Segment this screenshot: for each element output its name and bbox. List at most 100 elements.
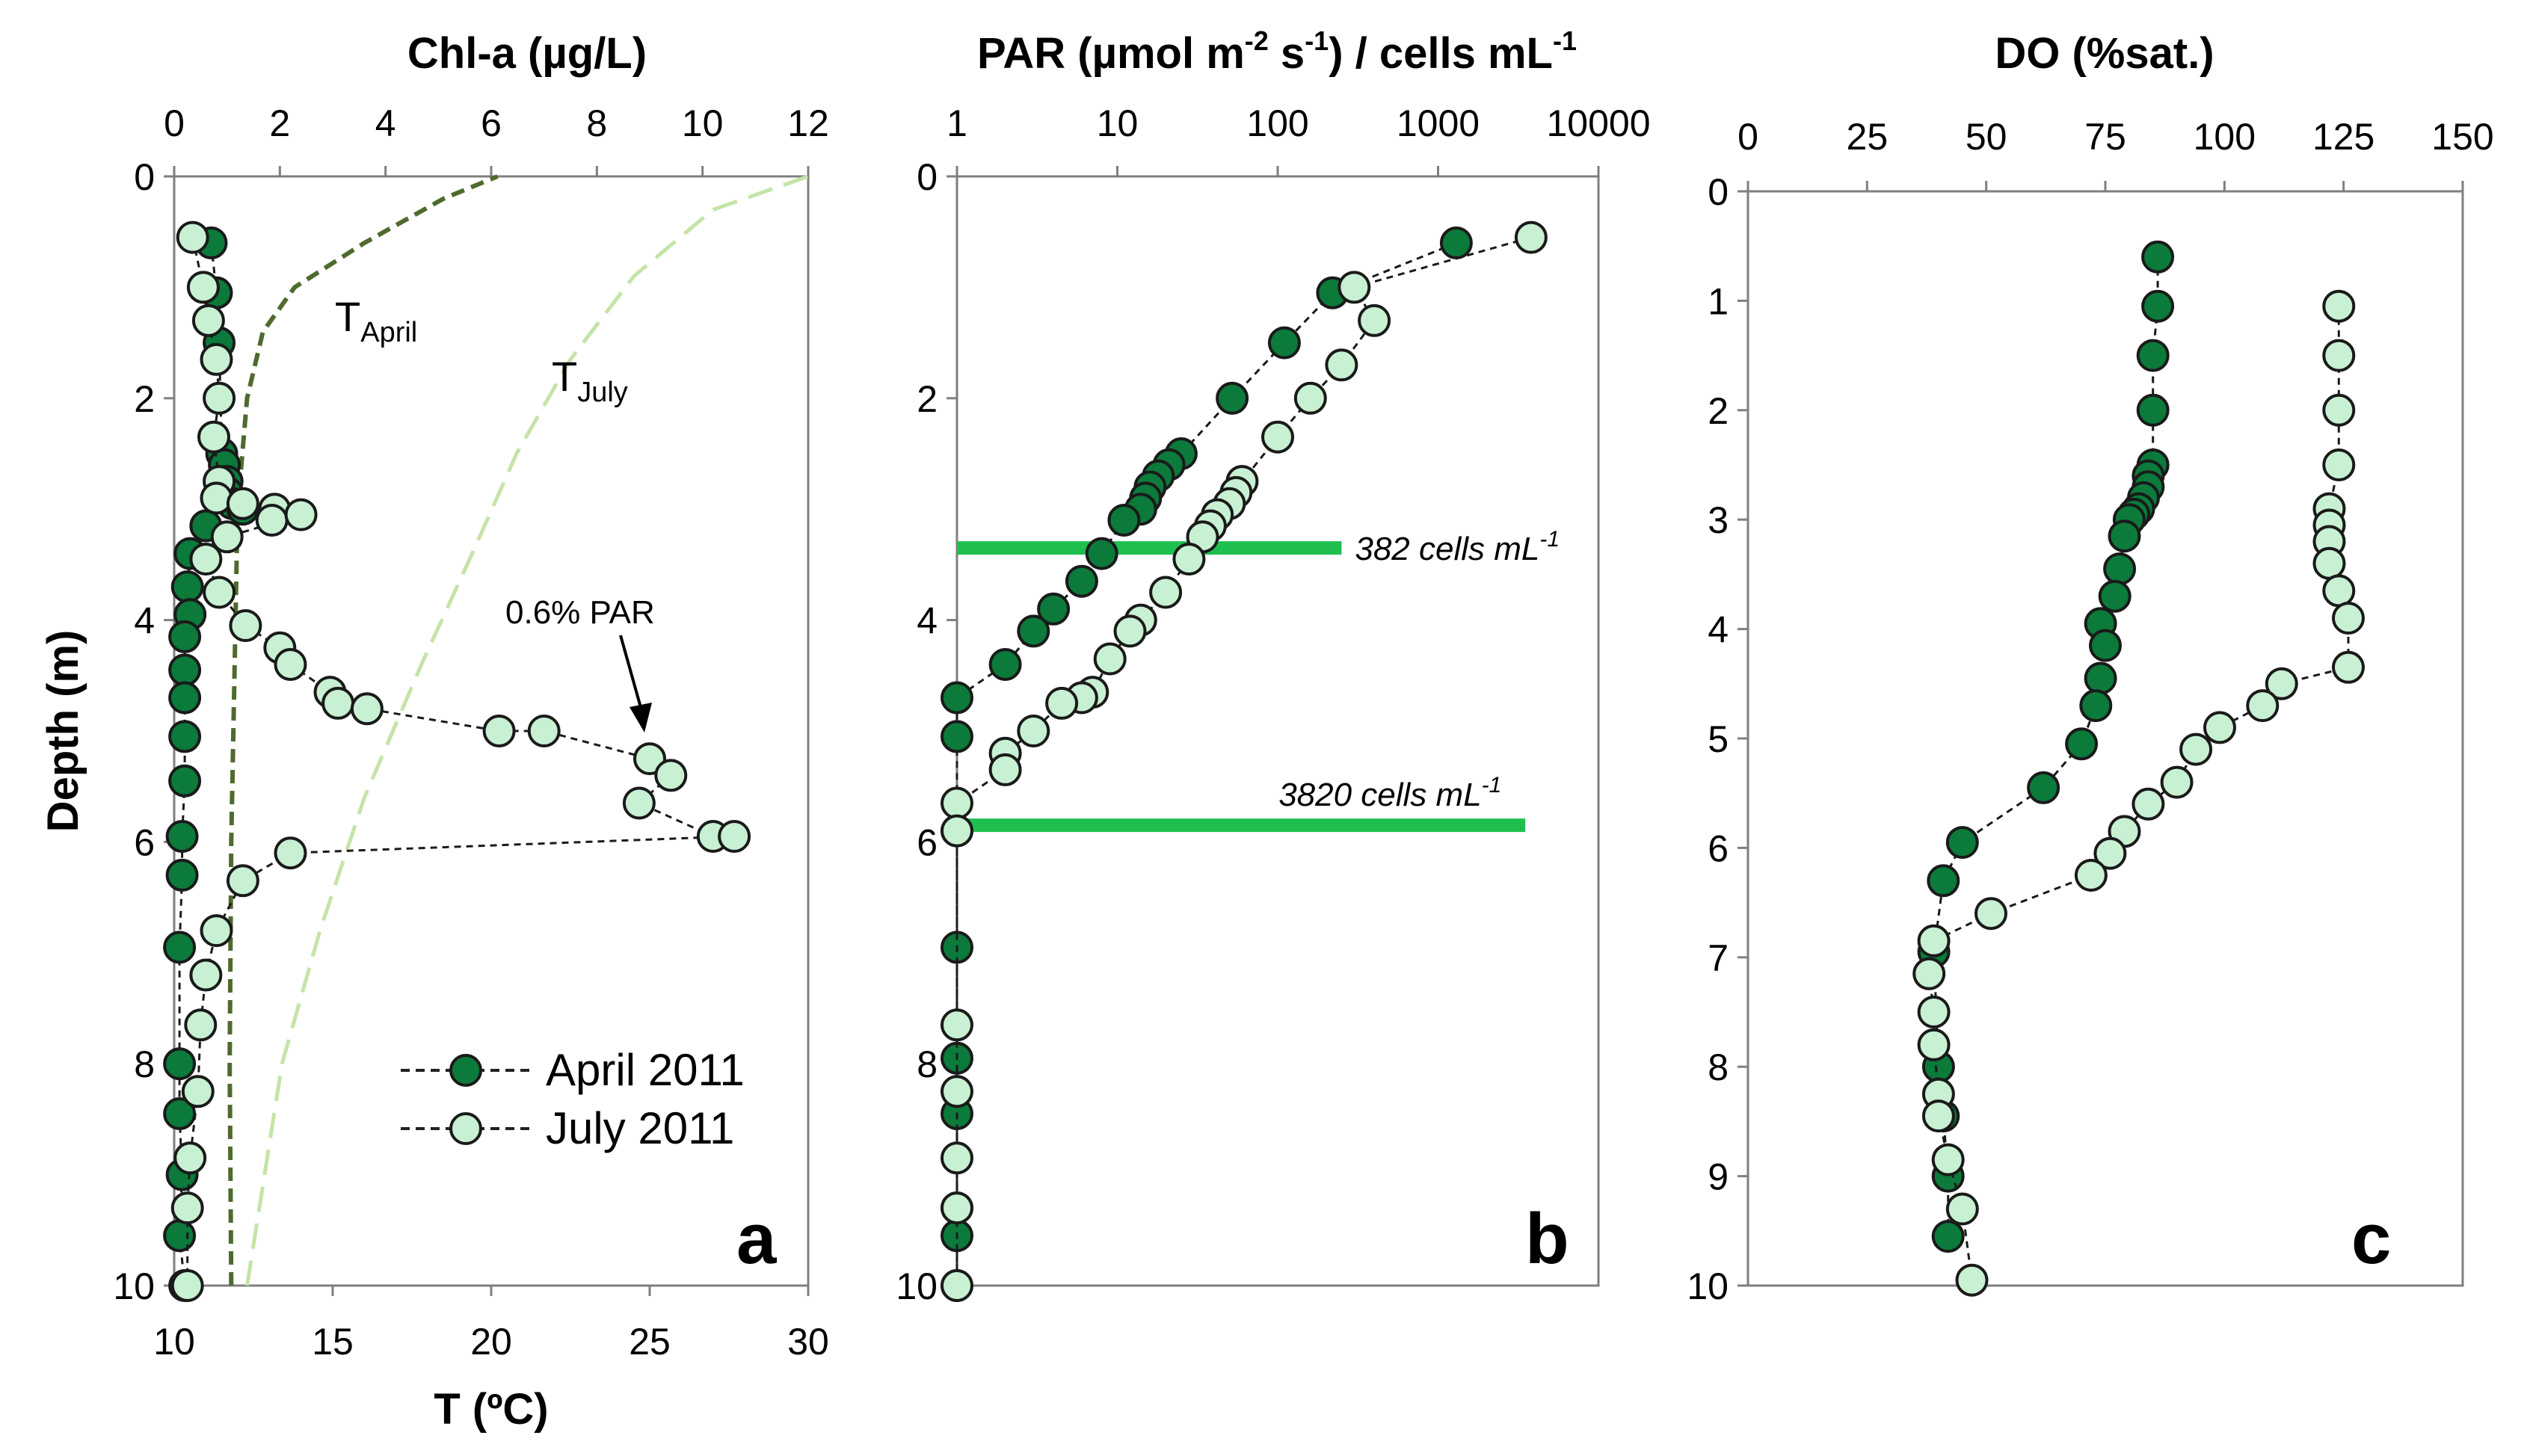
top-tick-label: 150 bbox=[2431, 116, 2493, 158]
par-july-point bbox=[941, 1075, 973, 1108]
par-april-point bbox=[941, 681, 973, 715]
panel-a-bottom-axis-title: T (ºC) bbox=[434, 1385, 548, 1434]
temperature-april-curve bbox=[227, 174, 499, 1286]
do-july-point bbox=[2332, 650, 2365, 684]
par-july-point bbox=[1017, 715, 1050, 747]
chl-july-point bbox=[718, 820, 751, 853]
legend-april-marker bbox=[449, 1054, 482, 1087]
chl-july-point bbox=[284, 498, 318, 531]
par-july-point bbox=[1293, 381, 1327, 415]
par-july-point bbox=[1093, 642, 1127, 676]
chl-july-point bbox=[173, 1141, 207, 1175]
chl-april-point bbox=[165, 820, 199, 853]
chl-july-point bbox=[654, 759, 688, 792]
top-tick-label: 10 bbox=[1097, 102, 1139, 144]
par-annotation: 0.6% PAR bbox=[505, 594, 655, 631]
par-april-point bbox=[1216, 381, 1249, 415]
do-july-point bbox=[1917, 924, 1951, 957]
do-april-point bbox=[1927, 864, 1960, 898]
panel-c-letter: c bbox=[2351, 1199, 2391, 1279]
chl-april-point bbox=[168, 720, 202, 753]
chl-july-point bbox=[633, 742, 666, 776]
y-tick-label: 0 bbox=[134, 156, 155, 198]
par-april-point bbox=[1037, 592, 1071, 626]
y-tick-label: 2 bbox=[1708, 390, 1729, 432]
do-july-point bbox=[2074, 859, 2108, 892]
do-april-point bbox=[2065, 727, 2099, 761]
chl-april-point bbox=[168, 764, 202, 798]
y-tick-label: 9 bbox=[1708, 1156, 1729, 1198]
chl-july-point bbox=[200, 914, 233, 948]
do-july-point bbox=[1931, 1143, 1965, 1176]
do-july-point bbox=[2246, 689, 2280, 723]
y-tick-label: 3 bbox=[1708, 499, 1729, 541]
do-july-point bbox=[2322, 574, 2356, 608]
par-july-point bbox=[1325, 348, 1358, 382]
panel-a-top-axis-title: Chl-a (µg/L) bbox=[407, 29, 647, 78]
chl-july-point bbox=[200, 481, 233, 515]
do-july-point bbox=[1917, 1028, 1951, 1061]
top-tick-label: 0 bbox=[164, 102, 185, 144]
chl-july-point bbox=[274, 648, 307, 681]
legend-april-label: April 2011 bbox=[546, 1045, 745, 1095]
par-july-point bbox=[1113, 614, 1147, 648]
do-july-point bbox=[2332, 602, 2365, 635]
temperature-july-curve bbox=[245, 174, 809, 1286]
panel-b-letter: b bbox=[1525, 1199, 1569, 1279]
bottom-tick-label: 20 bbox=[470, 1321, 512, 1363]
chl-april-point bbox=[165, 858, 199, 892]
chl-july-point bbox=[622, 786, 656, 820]
do-april-point bbox=[1945, 826, 1979, 860]
panel-a-letter: a bbox=[736, 1199, 777, 1279]
panel-c-y-ticks: 0 1 2 3 4 5 6 7 8 9 10 bbox=[1687, 171, 1748, 1307]
par-july-point bbox=[1149, 576, 1183, 609]
do-july-point bbox=[2322, 448, 2356, 481]
par-july-point bbox=[941, 1191, 973, 1225]
cell-density-label-text: 382 cells mL bbox=[1355, 531, 1539, 567]
par-april-point bbox=[1267, 326, 1301, 360]
do-april-point bbox=[2136, 393, 2170, 427]
chl-july-point bbox=[186, 271, 220, 304]
top-tick-label: 10 bbox=[682, 102, 724, 144]
cell-density-label: 382 cells mL-1 bbox=[1355, 527, 1560, 567]
par-arrow bbox=[619, 635, 643, 711]
chl-july-point bbox=[226, 487, 259, 520]
cell-density-label-sup: -1 bbox=[1482, 773, 1502, 798]
chl-april-point bbox=[168, 653, 202, 687]
do-april-point bbox=[2084, 661, 2117, 695]
do-july-point bbox=[2265, 667, 2298, 700]
do-april-point bbox=[2098, 579, 2131, 613]
top-tick-label: 50 bbox=[1966, 116, 2007, 158]
do-july-point bbox=[1945, 1192, 1979, 1226]
bottom-tick-label: 10 bbox=[153, 1321, 195, 1363]
bottom-tick-label: 30 bbox=[787, 1321, 829, 1363]
chl-july-point bbox=[189, 958, 223, 992]
par-july-point bbox=[941, 1008, 973, 1042]
panel-b-par: PAR (µmol m-2 s-1) / cells mL-1 1 10 100 10… bbox=[896, 25, 1650, 1307]
chl-april-point bbox=[163, 1047, 197, 1081]
chl-july-point bbox=[229, 609, 262, 642]
panel-a-chl-temperature: Chl-a (µg/L) T (ºC) Depth (m) 0 2 4 6 8 10 12 … bbox=[39, 29, 829, 1434]
do-july-point bbox=[2203, 711, 2236, 744]
do-july-point bbox=[2322, 393, 2356, 427]
chl-july-point bbox=[170, 1269, 204, 1302]
par-july-point bbox=[941, 786, 973, 820]
chl-july-point bbox=[482, 715, 516, 747]
chl-july-point bbox=[197, 420, 230, 454]
y-tick-label: 6 bbox=[134, 821, 155, 863]
panel-b-y-ticks: 0 2 4 6 8 10 bbox=[896, 156, 957, 1307]
par-july-point bbox=[1045, 686, 1079, 720]
do-july-point bbox=[2131, 787, 2165, 821]
do-april-connector bbox=[1933, 256, 2159, 1237]
chl-july-point bbox=[170, 1191, 204, 1225]
chl-july-point bbox=[527, 715, 561, 747]
chl-april-point bbox=[163, 1219, 197, 1253]
chl-july-point bbox=[321, 686, 355, 720]
y-tick-label: 7 bbox=[1708, 937, 1729, 979]
do-july-point bbox=[2322, 339, 2356, 372]
panel-a-bottom-ticks: 10 15 20 25 30 bbox=[153, 1286, 829, 1363]
par-july-point bbox=[1261, 420, 1294, 454]
y-tick-label: 8 bbox=[1708, 1046, 1729, 1088]
y-tick-label: 4 bbox=[134, 600, 155, 642]
